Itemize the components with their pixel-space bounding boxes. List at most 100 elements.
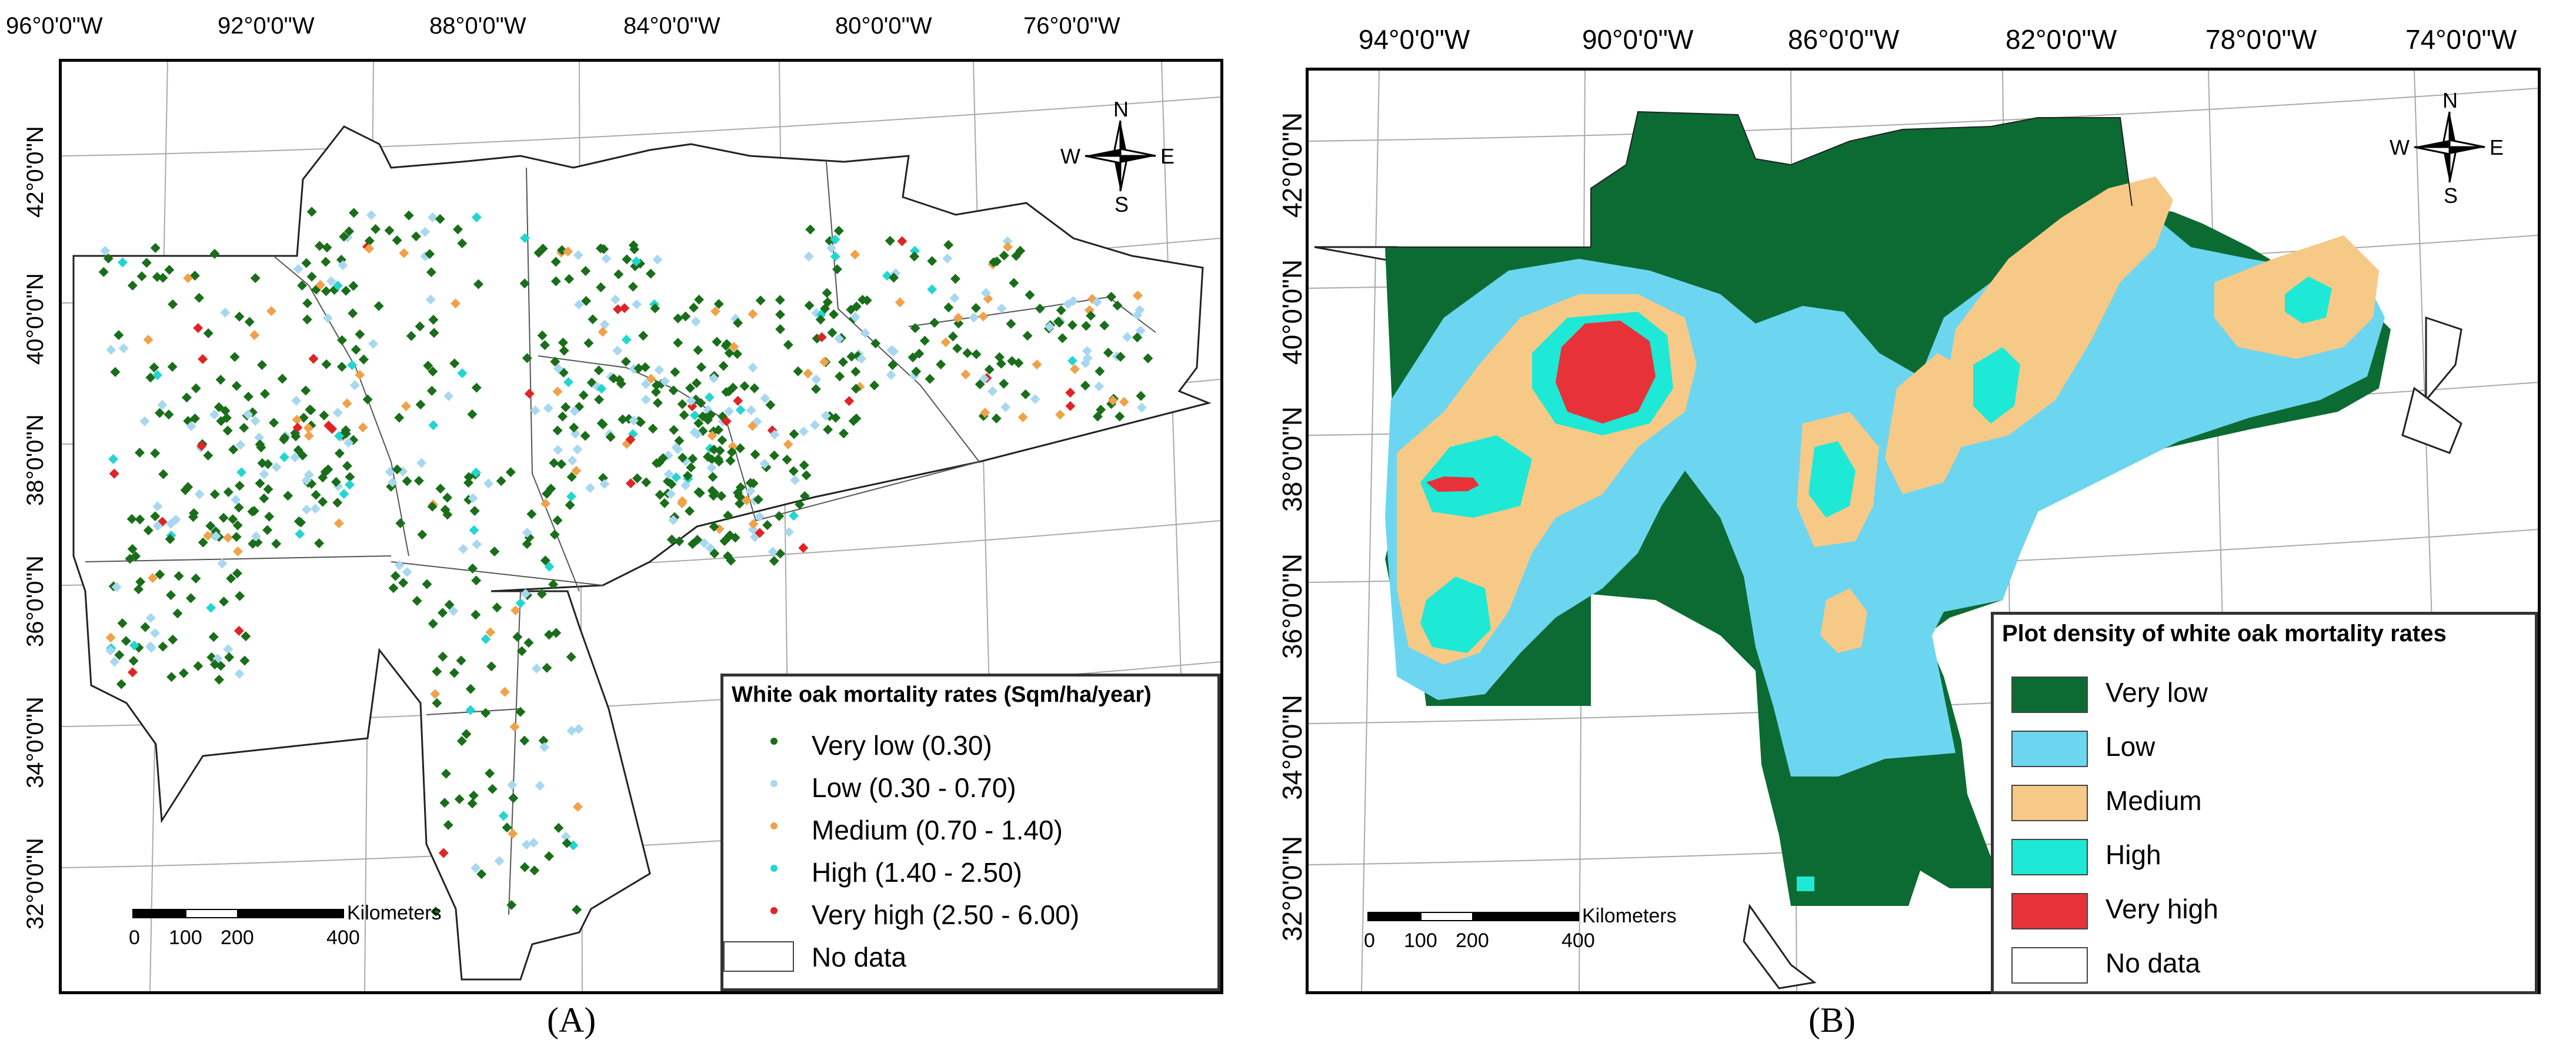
sample-point: [638, 331, 649, 341]
sample-point: [925, 374, 935, 384]
sample-point: [573, 250, 583, 261]
sample-point: [295, 529, 305, 539]
sample-point: [150, 511, 161, 522]
sample-point: [321, 286, 331, 296]
sample-point: [716, 491, 727, 501]
sample-point: [668, 385, 679, 396]
sample-point: [560, 831, 571, 842]
sample-point: [835, 371, 845, 382]
sample-point: [650, 386, 661, 397]
sample-point: [306, 206, 317, 217]
sample-point: [485, 627, 496, 638]
sample-point: [125, 554, 135, 564]
sample-point: [456, 655, 466, 666]
sample-point: [565, 500, 575, 510]
sample-point: [789, 511, 799, 521]
scale-label: 100: [169, 927, 202, 949]
sample-point: [799, 491, 810, 501]
sample-point: [886, 345, 897, 355]
sample-point: [332, 281, 343, 291]
sample-point: [471, 862, 481, 873]
sample-point: [364, 236, 375, 246]
sample-point: [364, 244, 374, 254]
sample-point: [166, 590, 176, 601]
sample-point: [489, 547, 500, 557]
sample-point: [351, 344, 361, 355]
sample-point: [469, 506, 480, 516]
legend-dot-icon: [770, 822, 778, 829]
sample-point: [512, 632, 523, 642]
sample-point: [1056, 305, 1066, 315]
sample-point: [748, 519, 759, 529]
sample-point: [152, 272, 162, 282]
sample-point: [707, 431, 718, 441]
sample-point: [415, 399, 426, 410]
sample-point: [186, 421, 196, 431]
sample-point: [141, 258, 152, 268]
sample-point: [344, 226, 355, 236]
sample-point: [668, 515, 679, 525]
sample-point: [318, 496, 328, 507]
sample-point: [759, 458, 770, 469]
sample-point: [235, 591, 245, 601]
sample-point: [271, 538, 282, 549]
sample-point: [522, 539, 532, 549]
sample-point: [521, 839, 532, 850]
legend-label: High: [2105, 839, 2161, 870]
sample-point: [648, 424, 658, 434]
sample-point: [519, 862, 530, 872]
sample-point: [428, 618, 438, 629]
sample-point: [709, 488, 720, 498]
sample-point: [152, 501, 163, 512]
sample-point: [473, 279, 483, 289]
sample-point: [562, 838, 572, 848]
sample-point: [406, 331, 416, 341]
sample-point: [485, 768, 495, 779]
sample-point: [774, 511, 785, 521]
y-tick-label: 36°0'0"N: [22, 555, 48, 647]
sample-point: [640, 394, 651, 405]
legend-swatch: [723, 941, 794, 972]
sample-point: [215, 375, 226, 385]
scale-label: 400: [326, 927, 360, 949]
sample-point: [443, 819, 453, 830]
sample-point: [319, 410, 329, 421]
sample-point: [149, 362, 159, 373]
sample-point: [290, 452, 301, 463]
sample-point: [654, 365, 665, 375]
sample-point: [444, 599, 455, 610]
map-legend: White oak mortality rates (Sqm/ha/year) …: [720, 674, 1220, 991]
south-label: S: [2444, 184, 2458, 208]
sample-point: [259, 493, 269, 504]
sample-point: [799, 426, 809, 436]
sample-point: [742, 495, 752, 505]
x-tick-label: 88°0'0"W: [429, 13, 526, 39]
legend-label: Medium (0.70 - 1.40): [812, 815, 1063, 845]
scale-bar: Kilometers 0 100 200 400: [1364, 905, 1732, 965]
legend-dot-icon: [770, 780, 778, 787]
sample-point: [971, 349, 982, 359]
sample-point: [427, 501, 438, 512]
sample-point: [544, 629, 555, 640]
sample-point: [193, 661, 203, 671]
compass-rose-icon: [1085, 120, 1156, 192]
sample-point: [553, 822, 564, 833]
sample-point: [580, 431, 590, 441]
sample-point: [314, 241, 325, 251]
sample-point: [394, 560, 405, 571]
sample-point: [220, 405, 231, 416]
sample-point: [1122, 332, 1133, 342]
state-outline: [1314, 246, 2462, 989]
sample-point: [411, 231, 421, 242]
sample-point: [1115, 411, 1125, 422]
sample-point: [619, 303, 630, 314]
sample-point: [203, 328, 213, 338]
sample-point: [980, 408, 990, 418]
north-arrow: N S W E: [2385, 88, 2514, 208]
sample-point: [987, 386, 998, 396]
sample-point: [721, 416, 732, 426]
sample-point: [507, 779, 518, 790]
sample-point: [471, 609, 481, 620]
sample-point: [515, 707, 526, 717]
sample-point: [494, 856, 505, 867]
